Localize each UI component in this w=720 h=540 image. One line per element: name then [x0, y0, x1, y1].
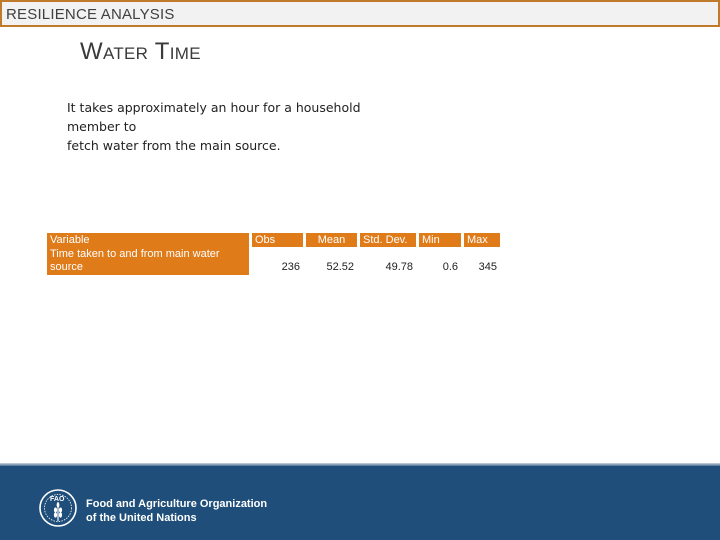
table-row: Time taken to and from main water source…: [47, 247, 500, 275]
column-header-min: Min: [419, 233, 461, 247]
column-header-std-dev: Std. Dev.: [360, 233, 416, 247]
body-line: It takes approximately an hour for a hou…: [67, 100, 361, 134]
cell-std-dev: 49.78: [360, 247, 416, 275]
cell-max: 345: [464, 247, 500, 275]
column-header-max: Max: [464, 233, 500, 247]
footer-bar: [0, 466, 720, 540]
fao-emblem-icon: [39, 489, 77, 527]
column-header-obs: Obs: [252, 233, 303, 247]
table-header-row: Variable Obs Mean Std. Dev. Min Max: [47, 233, 500, 247]
summary-statistics-table: Variable Obs Mean Std. Dev. Min Max Time…: [44, 233, 503, 275]
fao-logo: FAO: [38, 488, 78, 528]
section-header-label: RESILIENCE ANALYSIS: [6, 6, 175, 23]
cell-variable: Time taken to and from main water source: [47, 247, 249, 275]
footer-divider: [0, 463, 720, 467]
org-name-line-1: Food and Agriculture Organization: [86, 498, 268, 510]
fao-logo-text: FAO: [50, 496, 65, 503]
organization-name: Food and Agriculture Organization of the…: [86, 497, 267, 525]
slide-title: Water Time: [80, 38, 201, 65]
body-line: fetch water from the main source.: [67, 138, 281, 153]
cell-obs: 236: [252, 247, 303, 275]
cell-mean: 52.52: [306, 247, 357, 275]
org-name-line-2: of the United Nations: [86, 512, 197, 524]
column-header-variable: Variable: [47, 233, 249, 247]
column-header-mean: Mean: [306, 233, 357, 247]
section-header-bar: RESILIENCE ANALYSIS: [0, 0, 720, 27]
slide-body-text: It takes approximately an hour for a hou…: [67, 98, 417, 155]
cell-min: 0.6: [419, 247, 461, 275]
